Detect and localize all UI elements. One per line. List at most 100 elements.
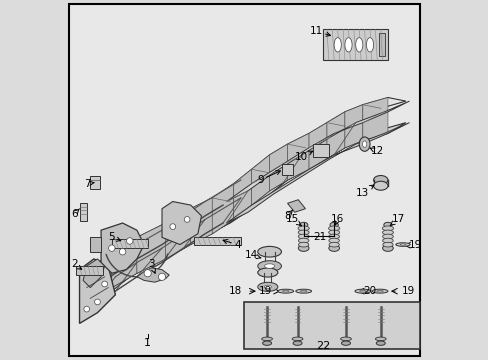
Text: 16: 16 (330, 214, 344, 225)
Polygon shape (162, 202, 201, 244)
Ellipse shape (298, 234, 308, 239)
Ellipse shape (329, 222, 338, 227)
Bar (312, 144, 328, 157)
Polygon shape (362, 98, 387, 140)
Polygon shape (112, 237, 137, 288)
Ellipse shape (299, 222, 307, 227)
Polygon shape (269, 144, 287, 191)
Ellipse shape (282, 291, 288, 292)
Text: 19: 19 (408, 240, 421, 250)
Text: 14: 14 (244, 250, 261, 260)
Circle shape (144, 270, 151, 277)
Bar (80, 203, 87, 221)
Text: 22: 22 (316, 341, 330, 351)
Text: 18: 18 (229, 286, 242, 296)
Text: 15: 15 (285, 215, 301, 226)
Ellipse shape (298, 230, 308, 235)
Polygon shape (212, 184, 233, 234)
Ellipse shape (262, 341, 271, 345)
Text: 10: 10 (294, 151, 312, 162)
Bar (76, 266, 102, 275)
Text: 8: 8 (284, 210, 292, 221)
Polygon shape (83, 259, 104, 288)
Circle shape (102, 281, 107, 287)
Ellipse shape (261, 337, 272, 341)
Ellipse shape (359, 137, 369, 151)
Text: 20: 20 (363, 286, 376, 296)
Bar (282, 164, 292, 175)
Circle shape (94, 299, 100, 305)
Polygon shape (137, 268, 169, 282)
Ellipse shape (359, 291, 366, 292)
Ellipse shape (295, 289, 311, 293)
Polygon shape (226, 123, 408, 223)
Text: 17: 17 (389, 214, 405, 225)
Ellipse shape (257, 282, 277, 291)
Circle shape (126, 238, 133, 244)
Ellipse shape (341, 341, 350, 345)
Circle shape (83, 306, 89, 312)
Text: 3: 3 (148, 259, 155, 273)
Ellipse shape (257, 261, 281, 271)
Ellipse shape (382, 226, 393, 231)
Circle shape (184, 217, 190, 222)
Polygon shape (80, 123, 405, 316)
Polygon shape (233, 169, 251, 220)
Ellipse shape (382, 230, 393, 235)
Ellipse shape (340, 337, 351, 341)
Text: 4: 4 (223, 239, 240, 249)
Circle shape (108, 245, 115, 251)
Ellipse shape (298, 245, 308, 251)
Ellipse shape (257, 246, 281, 257)
Ellipse shape (300, 291, 306, 292)
Bar (194, 237, 241, 245)
Polygon shape (287, 134, 308, 180)
Bar (323, 30, 387, 60)
Ellipse shape (383, 222, 391, 227)
Ellipse shape (395, 243, 409, 246)
Circle shape (169, 224, 175, 229)
Text: 19: 19 (259, 286, 272, 296)
Ellipse shape (382, 238, 392, 243)
Ellipse shape (366, 38, 373, 52)
Ellipse shape (292, 341, 302, 345)
Polygon shape (101, 223, 144, 273)
Text: 21: 21 (312, 232, 326, 242)
Ellipse shape (344, 38, 351, 52)
Text: 19: 19 (402, 286, 415, 296)
Polygon shape (226, 101, 408, 202)
Text: 11: 11 (309, 26, 330, 36)
Polygon shape (80, 266, 94, 316)
Polygon shape (190, 198, 212, 244)
Ellipse shape (328, 245, 339, 251)
Ellipse shape (375, 337, 386, 341)
Ellipse shape (298, 242, 308, 247)
Bar (244, 302, 419, 348)
Bar (378, 33, 385, 56)
Ellipse shape (292, 337, 303, 341)
Polygon shape (165, 209, 190, 259)
Polygon shape (80, 259, 115, 323)
Text: 13: 13 (355, 185, 373, 198)
Polygon shape (251, 155, 269, 205)
Text: 12: 12 (369, 146, 383, 156)
Ellipse shape (264, 264, 274, 268)
Polygon shape (94, 252, 112, 302)
Ellipse shape (382, 245, 392, 251)
Ellipse shape (298, 226, 308, 231)
Ellipse shape (264, 285, 271, 288)
Text: 2: 2 (71, 259, 81, 269)
Ellipse shape (328, 238, 339, 243)
Polygon shape (344, 105, 362, 148)
Text: 6: 6 (71, 209, 79, 219)
Polygon shape (287, 200, 305, 212)
Ellipse shape (328, 242, 339, 247)
Ellipse shape (328, 230, 339, 235)
Polygon shape (137, 223, 165, 273)
Ellipse shape (277, 289, 293, 293)
Ellipse shape (355, 38, 362, 52)
Ellipse shape (399, 244, 405, 245)
Polygon shape (90, 237, 101, 252)
Ellipse shape (373, 181, 387, 190)
Ellipse shape (354, 289, 370, 293)
